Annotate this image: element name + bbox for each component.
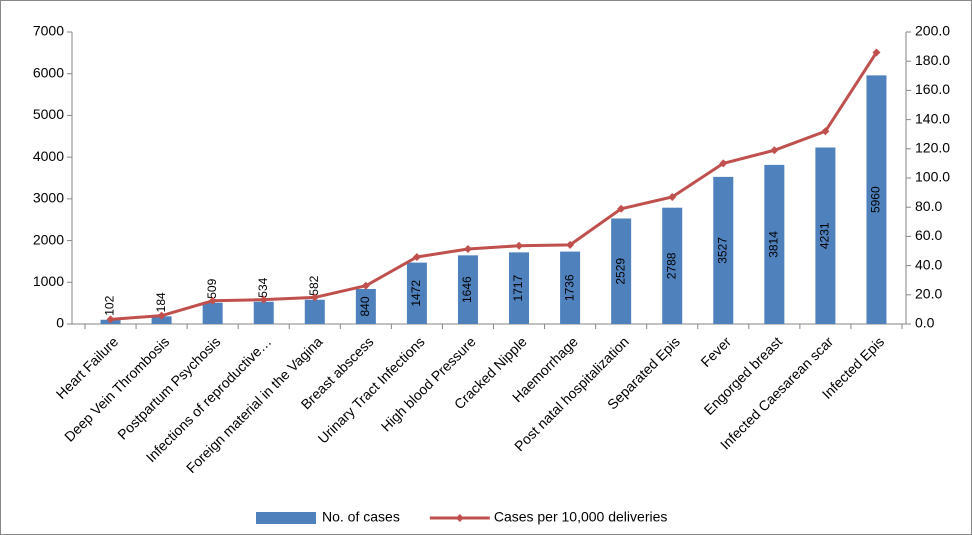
y-tick-label: 0 <box>56 315 64 331</box>
bar <box>662 207 683 324</box>
marker <box>821 127 830 136</box>
marker <box>259 295 268 304</box>
y2-tick-label: 160.0 <box>915 81 950 97</box>
y-tick-label: 4000 <box>33 148 64 164</box>
y-tick-label: 2000 <box>33 231 64 247</box>
marker <box>157 311 166 320</box>
y2-tick-label: 20.0 <box>915 286 942 302</box>
marker <box>770 146 779 155</box>
marker <box>463 244 472 253</box>
y-tick-label: 1000 <box>33 273 64 289</box>
bar <box>866 75 887 324</box>
legend-swatch <box>256 512 316 524</box>
bar <box>202 302 223 324</box>
y2-tick-label: 100.0 <box>915 169 950 185</box>
value-label: 1717 <box>511 275 525 302</box>
bar <box>457 255 478 324</box>
marker <box>412 252 421 261</box>
value-label: 1472 <box>409 280 423 307</box>
marker <box>617 204 626 213</box>
bar <box>406 262 427 324</box>
bar <box>815 147 836 324</box>
legend-label: No. of cases <box>322 509 400 525</box>
marker <box>872 48 881 57</box>
y2-tick-label: 80.0 <box>915 198 942 214</box>
value-label: 1646 <box>460 276 474 303</box>
marker <box>310 293 319 302</box>
value-label: 2529 <box>613 258 627 285</box>
value-label: 4231 <box>818 222 832 249</box>
value-label: 582 <box>307 275 321 295</box>
bar <box>560 251 581 324</box>
y2-tick-label: 200.0 <box>915 23 950 39</box>
marker <box>668 192 677 201</box>
y2-tick-label: 60.0 <box>915 227 942 243</box>
y-tick-label: 3000 <box>33 190 64 206</box>
value-label: 102 <box>103 295 117 315</box>
bar <box>253 301 274 324</box>
bar <box>509 252 530 324</box>
marker <box>719 159 728 168</box>
value-label: 5960 <box>869 186 883 213</box>
legend-label: Cases per 10,000 deliveries <box>494 509 668 525</box>
y-tick-label: 6000 <box>33 64 64 80</box>
value-label: 2788 <box>664 252 678 279</box>
y2-tick-label: 0.0 <box>915 315 935 331</box>
y2-tick-label: 180.0 <box>915 52 950 68</box>
bar <box>355 288 376 324</box>
y2-tick-label: 40.0 <box>915 256 942 272</box>
marker <box>208 296 217 305</box>
value-label: 184 <box>154 292 168 312</box>
marker <box>515 241 524 250</box>
marker <box>566 240 575 249</box>
value-label: 534 <box>256 277 270 297</box>
legend-marker <box>455 514 464 522</box>
y-tick-label: 7000 <box>33 23 64 39</box>
value-label: 1736 <box>562 274 576 301</box>
bar <box>151 316 172 324</box>
value-label: 3527 <box>715 237 729 264</box>
bar <box>713 176 734 324</box>
bar <box>304 299 325 324</box>
value-label: 840 <box>358 296 372 316</box>
y2-tick-label: 120.0 <box>915 140 950 156</box>
marker <box>106 315 115 324</box>
value-label: 3814 <box>767 231 781 258</box>
bar <box>764 164 785 324</box>
bar <box>611 218 632 324</box>
marker <box>361 281 370 290</box>
line <box>110 51 878 321</box>
y2-tick-label: 140.0 <box>915 110 950 126</box>
y-tick-label: 5000 <box>33 106 64 122</box>
value-label: 509 <box>205 278 219 298</box>
